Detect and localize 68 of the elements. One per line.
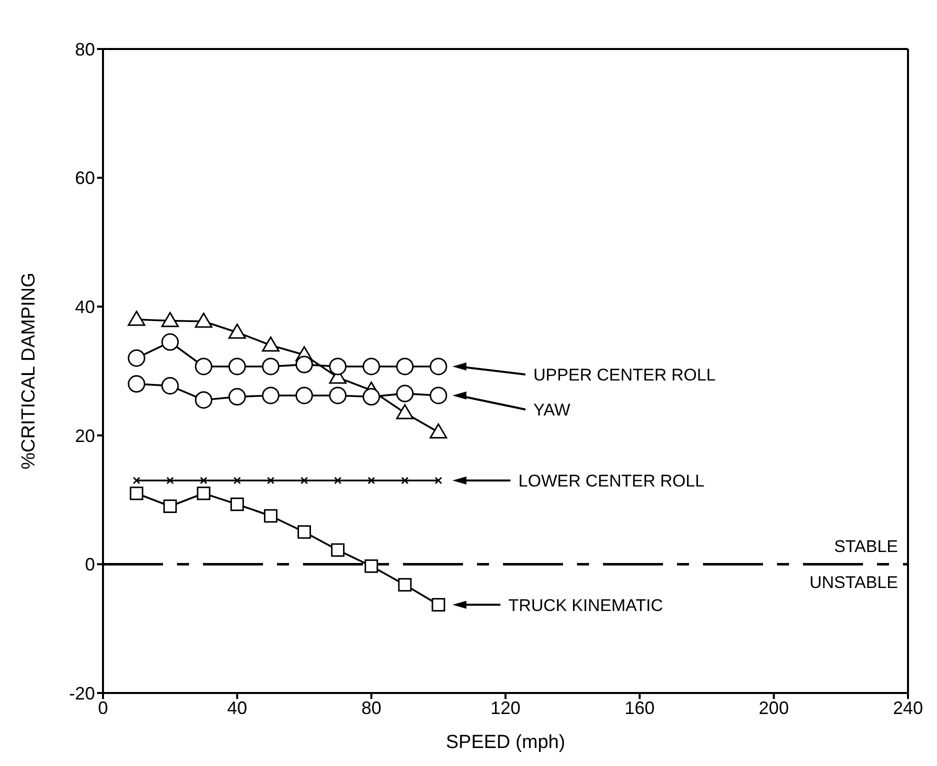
point	[228, 358, 246, 376]
point	[132, 476, 140, 484]
point	[161, 333, 179, 351]
point	[194, 312, 212, 328]
legend-label: YAW	[533, 400, 570, 420]
point	[368, 476, 376, 484]
point	[362, 388, 380, 406]
point	[396, 358, 414, 376]
point	[434, 476, 442, 484]
point	[128, 310, 146, 326]
point	[128, 375, 146, 393]
point	[430, 358, 448, 376]
x-axis-title: SPEED (mph)	[446, 732, 566, 753]
point	[430, 386, 448, 404]
legend-label: UPPER CENTER ROLL	[533, 365, 716, 384]
ref-line-label: STABLE	[834, 537, 898, 556]
point	[398, 578, 412, 592]
y-tick-label: -20	[68, 683, 95, 704]
point	[230, 498, 244, 512]
x-tick-label: 240	[892, 698, 924, 718]
point	[432, 598, 446, 612]
point	[334, 476, 342, 484]
legend-label: LOWER CENTER ROLL	[518, 471, 705, 490]
point	[329, 386, 347, 404]
y-tick-label: 80	[74, 39, 95, 60]
x-tick-label: 200	[758, 698, 789, 718]
point	[228, 324, 246, 339]
legend-label: TRUCK KINEMATIC	[508, 596, 663, 615]
point	[300, 476, 308, 484]
point	[161, 377, 179, 395]
point	[163, 499, 177, 513]
annotation: UNSTABLE	[810, 573, 898, 592]
point	[128, 349, 146, 367]
point	[194, 358, 212, 376]
point	[166, 476, 174, 484]
point	[233, 476, 241, 484]
point	[266, 476, 274, 484]
point	[364, 559, 378, 573]
x-tick-label: 40	[227, 698, 248, 718]
point	[396, 404, 414, 420]
point	[298, 525, 311, 539]
y-tick-label: 40	[74, 296, 95, 317]
x-tick-label: 80	[361, 698, 382, 718]
point	[262, 386, 280, 404]
point	[296, 386, 313, 404]
x-tick-label: 120	[490, 698, 521, 718]
point	[161, 312, 179, 328]
x-tick-label: 160	[624, 698, 655, 718]
point	[200, 476, 208, 484]
y-axis-title: %CRITICAL DAMPING	[18, 272, 40, 470]
point	[194, 391, 212, 409]
point	[228, 388, 246, 406]
point	[262, 336, 280, 352]
point	[401, 476, 409, 484]
x-tick-label: 0	[98, 698, 108, 718]
point	[264, 509, 278, 523]
point	[396, 384, 414, 402]
y-tick-label: 20	[74, 426, 95, 446]
point	[262, 358, 280, 376]
point	[331, 543, 345, 557]
y-tick-label: 60	[74, 168, 95, 188]
point	[430, 423, 448, 439]
y-tick-label: 0	[84, 554, 95, 575]
point	[296, 356, 313, 374]
point	[196, 486, 210, 500]
point	[130, 486, 144, 500]
point	[329, 358, 347, 376]
point	[362, 358, 380, 376]
